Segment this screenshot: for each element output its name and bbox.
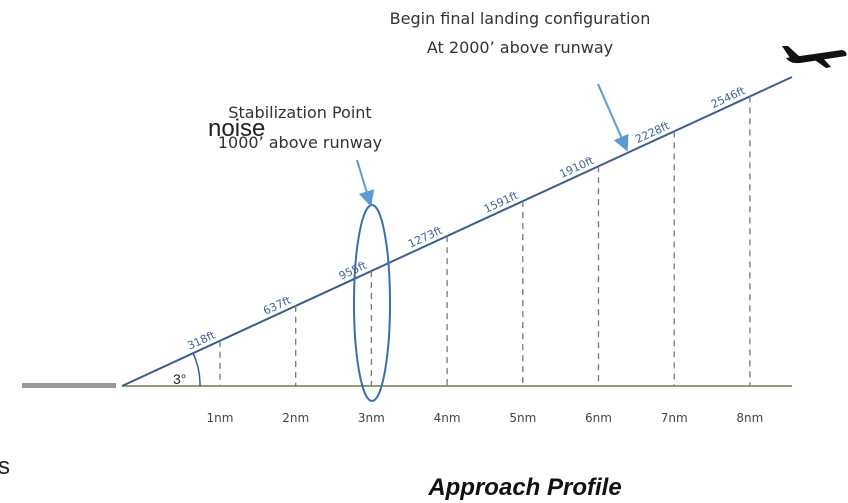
distance-label: 8nm: [736, 411, 763, 425]
side-text: noise: [208, 115, 265, 142]
distance-label: 4nm: [434, 411, 461, 425]
annotation: At 2000’ above runway: [427, 38, 613, 57]
runway: [22, 383, 116, 388]
distance-label: 1nm: [207, 411, 234, 425]
side-text: s: [0, 453, 10, 480]
distance-label: 5nm: [509, 411, 536, 425]
annotation: Begin final landing configuration: [390, 9, 651, 28]
airplane: [782, 46, 847, 68]
glide-path: [121, 76, 793, 387]
annotation: Stabilization Point: [228, 103, 371, 122]
distance-label: 6nm: [585, 411, 612, 425]
annotation: 1000’ above runway: [218, 133, 382, 152]
arrow: [597, 83, 629, 152]
distance-label: 3nm: [358, 411, 385, 425]
angle-label: 3°: [173, 371, 186, 387]
distance-label: 2nm: [282, 411, 309, 425]
caption: Approach Profile: [427, 474, 621, 501]
distance-label: 7nm: [661, 411, 688, 425]
angle-arc: [192, 352, 201, 387]
arrow: [356, 159, 375, 207]
